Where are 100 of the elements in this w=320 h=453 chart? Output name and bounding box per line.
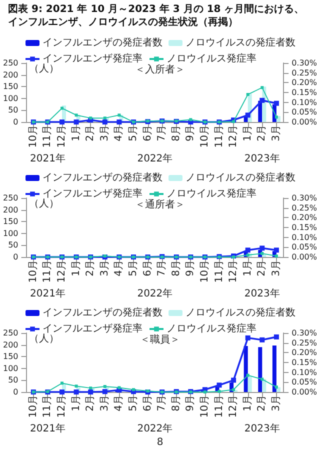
x-tick-label: 1月 (70, 395, 82, 412)
x-tick-label: 2月 (256, 125, 268, 142)
chart-subtitle: ＜職員＞ (140, 334, 180, 346)
x-tick-label: 11月 (214, 125, 225, 148)
x-tick-label: 3月 (270, 125, 282, 142)
legend-label: ノロウイルス発症率 (166, 322, 256, 334)
y2-tick-label: 0.05% (292, 378, 318, 387)
x-tick-label: 4月 (114, 395, 125, 412)
y-tick-label: 50 (8, 376, 18, 385)
x-tick-label: 3月 (99, 260, 110, 276)
y2-tick-label: 0.00% (292, 118, 318, 126)
x-tick-label: 1月 (70, 125, 82, 142)
legend-label: インフルエンザの発症者数 (42, 36, 162, 48)
x-tick-label: 7月 (156, 395, 168, 412)
text: 2021年 (30, 288, 66, 300)
x-tick-label: 2月 (256, 260, 268, 276)
x-tick-label: 1月 (70, 260, 82, 276)
text: 2021年 (30, 152, 66, 164)
y-tick-label: 200 (2, 205, 18, 214)
y-tick-label: 100 (2, 228, 18, 238)
x-tick-label: 5月 (128, 395, 139, 412)
x-tick-label: 10月 (199, 395, 210, 418)
x-tick-label: 11月 (42, 395, 54, 418)
x-tick-label: 11月 (42, 260, 54, 283)
x-tick-label: 9月 (185, 125, 196, 142)
y-tick-label: 250 (2, 194, 18, 202)
y-tick-label: 200 (2, 70, 18, 80)
x-tick-label: 8月 (170, 125, 182, 142)
text: 2023年 (244, 152, 280, 164)
y-tick-label: 100 (2, 364, 18, 373)
y2-tick-label: 0.20% (292, 78, 318, 88)
text: 2021年 (30, 422, 66, 434)
x-tick-label: 12月 (228, 125, 240, 148)
chart-title: 図表 9: 2021 年 10 月～2023 年 3 月の 18 ヶ月間における、インフルエンザ、ノロウイルスの発生状況（再掲） (7, 2, 306, 30)
legend-label: インフルエンザの発症者数 (42, 306, 162, 318)
y-tick-label: 150 (2, 352, 18, 362)
x-tick-label: 12月 (56, 395, 68, 418)
y-axis-title: （人） (29, 198, 59, 210)
y2-tick-label: 0.30% (292, 328, 318, 338)
text: 2022年 (137, 152, 173, 164)
x-tick-label: 12月 (228, 260, 240, 283)
y2-tick-label: 0.10% (292, 232, 318, 242)
text: 8 (156, 437, 164, 448)
x-tick-label: 10月 (28, 395, 39, 418)
y2-tick-label: 0.25% (292, 338, 318, 348)
y2-tick-label: 0.20% (292, 213, 318, 222)
x-tick-label: 7月 (156, 260, 168, 276)
x-tick-label: 6月 (142, 125, 154, 142)
chart-subtitle: ＜入所者＞ (135, 64, 185, 76)
x-tick-label: 1月 (242, 395, 254, 412)
x-tick-label: 4月 (114, 260, 125, 276)
x-tick-label: 12月 (56, 260, 68, 283)
x-tick-label: 5月 (128, 260, 139, 276)
y-tick-label: 50 (8, 106, 18, 115)
x-tick-label: 2月 (85, 395, 96, 412)
x-tick-label: 10月 (28, 125, 39, 148)
y-tick-label: 250 (2, 58, 18, 68)
y2-tick-label: 0.15% (292, 358, 318, 367)
chart-subtitle: ＜通所者＞ (135, 198, 185, 210)
text: 2022年 (137, 288, 173, 300)
legend-label: ノロウイルスの発症者数 (186, 172, 296, 184)
x-tick-label: 3月 (99, 125, 110, 142)
x-tick-label: 8月 (170, 260, 182, 276)
legend-label: ノロウイルス発症率 (166, 188, 256, 200)
y2-tick-label: 0.15% (292, 88, 318, 97)
x-tick-label: 3月 (270, 395, 282, 412)
x-tick-label: 6月 (142, 260, 154, 276)
x-tick-label: 11月 (42, 125, 54, 148)
text: 2023年 (244, 288, 280, 300)
x-tick-label: 3月 (270, 260, 282, 276)
x-tick-label: 12月 (56, 125, 68, 148)
y-tick-label: 0 (13, 388, 18, 396)
text: 2022年 (137, 422, 173, 434)
x-tick-label: 2月 (85, 260, 96, 276)
x-tick-label: 9月 (185, 260, 196, 276)
y2-tick-label: 0.25% (292, 203, 318, 212)
y-tick-label: 0 (13, 252, 18, 262)
y-tick-label: 200 (2, 340, 18, 350)
legend-label: ノロウイルス発症率 (166, 52, 256, 64)
x-tick-label: 2月 (256, 395, 268, 412)
y2-tick-label: 0.20% (292, 348, 318, 358)
x-tick-label: 5月 (128, 125, 139, 142)
x-tick-label: 11月 (214, 260, 225, 283)
y2-tick-label: 0.10% (292, 98, 318, 107)
y-tick-label: 0 (13, 118, 18, 126)
x-tick-label: 2月 (85, 125, 96, 142)
y-tick-label: 150 (2, 217, 18, 226)
y-axis-title: （人） (29, 64, 59, 74)
x-tick-label: 6月 (142, 395, 154, 412)
x-tick-label: 10月 (199, 125, 210, 148)
x-tick-label: 4月 (114, 125, 125, 142)
x-tick-label: 12月 (228, 395, 240, 418)
y2-tick-label: 0.30% (292, 58, 318, 68)
y-tick-label: 250 (2, 328, 18, 338)
legend-label: インフルエンザの発症者数 (42, 172, 162, 184)
legend-label: ノロウイルスの発症者数 (186, 306, 296, 318)
x-tick-label: 9月 (185, 395, 196, 412)
y2-tick-label: 0.05% (292, 108, 318, 117)
legend-label: インフルエンザ発症率 (42, 52, 142, 64)
legend-label: インフルエンザ発症率 (42, 188, 142, 200)
